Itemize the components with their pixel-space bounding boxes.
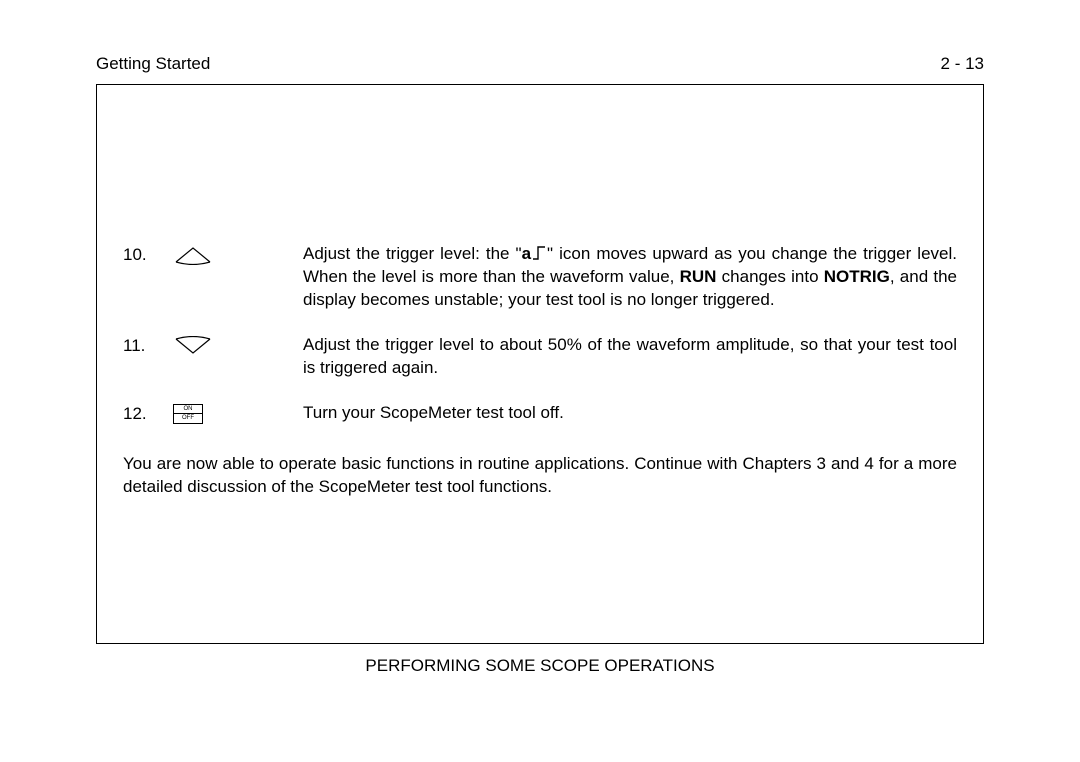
closing-paragraph: You are now able to operate basic functi… (123, 453, 957, 499)
triangle-down-icon (173, 336, 213, 356)
step-icon-cell (173, 334, 303, 356)
step-icon-cell: ON OFF (173, 402, 303, 424)
step-text: Turn your ScopeMeter test tool off. (303, 402, 957, 425)
on-off-top-label: ON (174, 405, 202, 414)
header-left: Getting Started (96, 54, 210, 74)
on-off-bottom-label: OFF (174, 414, 202, 422)
step-number: 10. (123, 243, 173, 265)
step-text: Adjust the trigger level to about 50% of… (303, 334, 957, 380)
step-row: 12. ON OFF Turn your ScopeMeter test too… (123, 402, 957, 425)
step-icon-cell (173, 243, 303, 265)
header-right: 2 - 13 (941, 54, 984, 74)
footer-caption: PERFORMING SOME SCOPE OPERATIONS (96, 656, 984, 676)
step-text: Adjust the trigger level: the "a" icon m… (303, 243, 957, 312)
step-number: 11. (123, 334, 173, 356)
triangle-up-icon (173, 245, 213, 265)
content-frame: 10. Adjust the trigger level: the "a" ic… (96, 84, 984, 644)
step-row: 10. Adjust the trigger level: the "a" ic… (123, 243, 957, 312)
on-off-key-icon: ON OFF (173, 404, 203, 424)
rising-edge-icon (532, 245, 546, 261)
step-row: 11. Adjust the trigger level to about 50… (123, 334, 957, 380)
manual-page: Getting Started 2 - 13 10. Adjust the tr… (96, 54, 984, 676)
step-number: 12. (123, 402, 173, 424)
page-header: Getting Started 2 - 13 (96, 54, 984, 74)
